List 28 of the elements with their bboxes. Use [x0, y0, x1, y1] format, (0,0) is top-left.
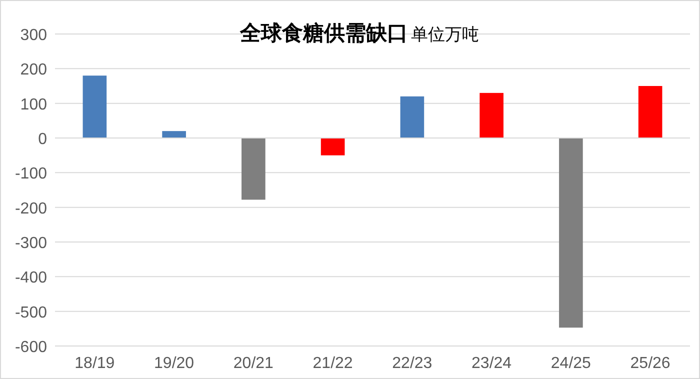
y-tick-label: -200: [14, 200, 48, 218]
x-tick-label: 18/19: [74, 355, 115, 372]
bar: [82, 76, 107, 138]
y-tick-label: 100: [20, 96, 48, 114]
x-tick-label: 24/25: [550, 355, 592, 372]
y-tick-label: -500: [14, 304, 48, 322]
chart-subtitle: 单位万吨: [411, 25, 479, 44]
y-tick-label: 200: [20, 62, 48, 79]
y-tick-label: -300: [14, 235, 48, 252]
y-tick-label: 300: [20, 27, 48, 44]
bar: [162, 131, 186, 138]
bar: [400, 96, 424, 138]
x-tick-label: 20/21: [233, 355, 274, 372]
bar: [480, 92, 504, 138]
x-tick-label: 22/23: [392, 355, 432, 372]
bar: [242, 138, 266, 200]
bar: [320, 138, 345, 156]
x-tick-label: 23/24: [472, 355, 512, 372]
chart-title: 全球食糖供需缺口: [239, 21, 408, 45]
x-tick-label: 19/20: [154, 355, 194, 372]
x-tick-label: 25/26: [630, 355, 670, 372]
bar: [559, 138, 583, 328]
y-tick-label: 0: [38, 131, 48, 148]
y-tick-label: -400: [14, 270, 48, 287]
y-tick-label: -100: [14, 166, 48, 183]
y-tick-label: -600: [14, 339, 48, 356]
bar: [638, 86, 662, 138]
x-tick-label: 21/22: [312, 355, 353, 372]
